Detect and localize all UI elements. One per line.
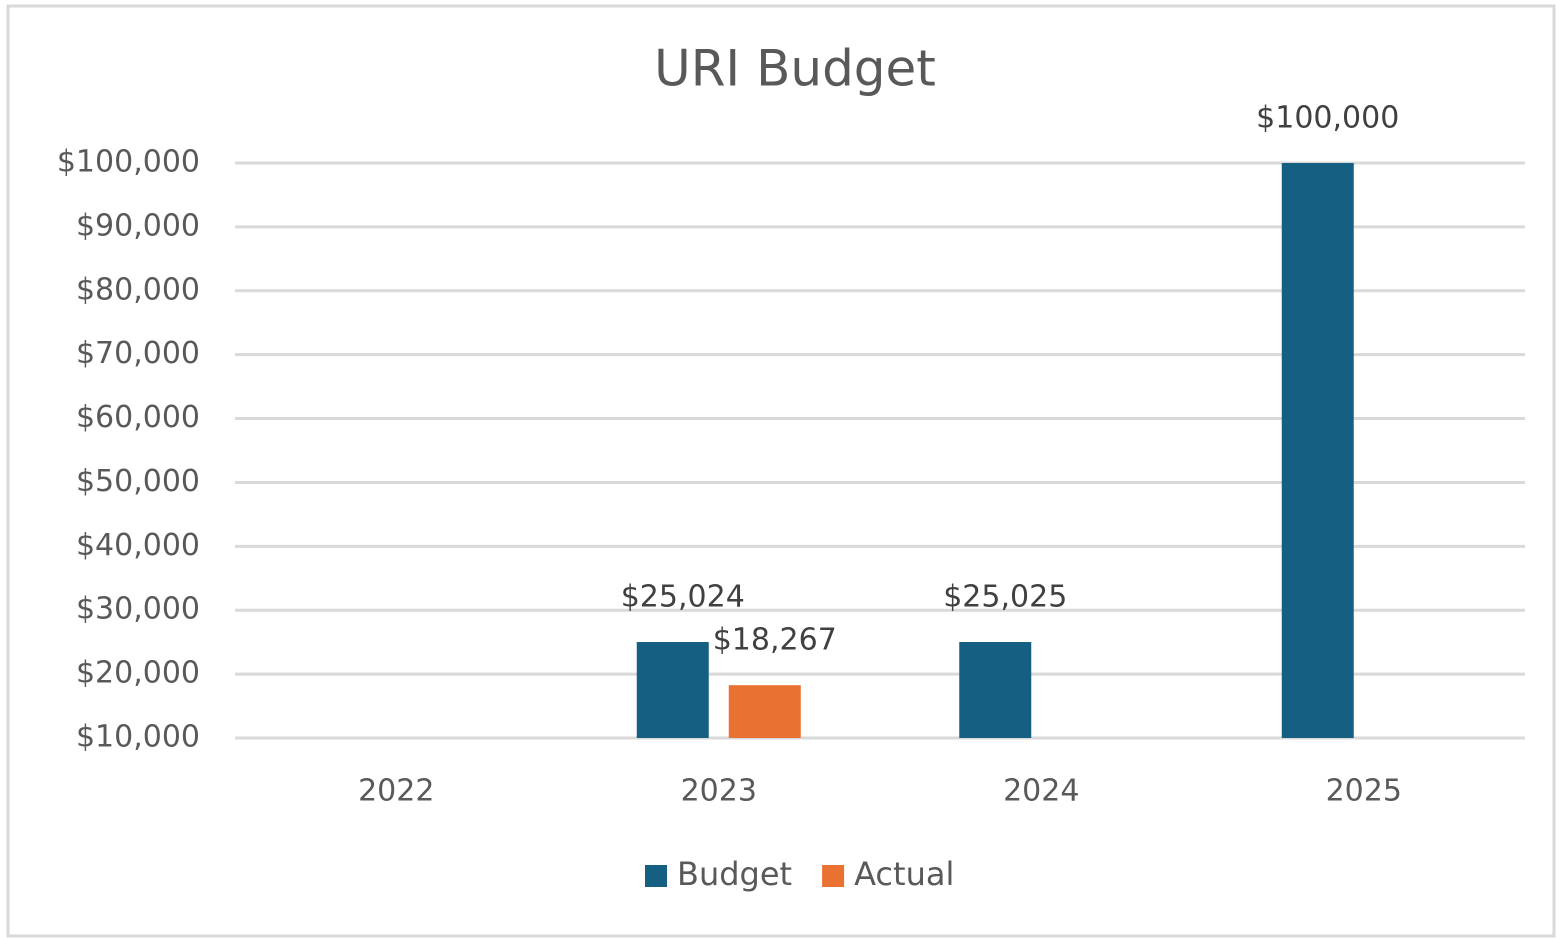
y-tick-label: $80,000 [76,272,200,307]
legend-swatch [645,865,667,887]
x-tick-label: 2022 [358,774,434,809]
x-tick-label: 2023 [681,774,757,809]
bar [728,685,801,738]
bar [636,642,709,738]
y-tick-label: $20,000 [76,656,200,691]
x-tick-label: 2025 [1326,774,1402,809]
y-tick-label: $10,000 [76,720,200,755]
legend-label: Budget [677,855,792,893]
data-label: $100,000 [1256,101,1399,136]
bar [1281,163,1354,738]
legend-swatch [822,865,845,887]
y-tick-label: $90,000 [76,208,200,243]
bar [959,642,1032,738]
y-tick-label: $70,000 [76,336,200,371]
data-label: $18,267 [713,623,837,658]
y-tick-label: $100,000 [57,145,200,180]
y-tick-label: $30,000 [76,592,200,627]
y-tick-label: $40,000 [76,528,200,563]
chart-title: URI Budget [654,40,936,98]
data-label: $25,024 [621,580,745,615]
data-label: $25,025 [943,580,1067,615]
legend-label: Actual [854,855,954,893]
y-tick-label: $50,000 [76,464,200,499]
y-tick-label: $60,000 [76,400,200,435]
x-tick-label: 2024 [1003,774,1079,809]
